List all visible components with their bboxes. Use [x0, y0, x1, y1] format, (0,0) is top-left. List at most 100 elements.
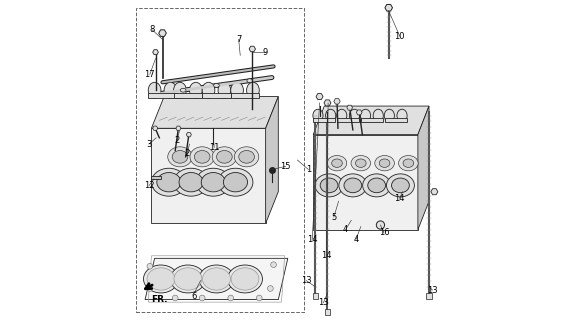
Ellipse shape	[203, 268, 230, 290]
Polygon shape	[313, 135, 418, 230]
Ellipse shape	[386, 174, 414, 197]
Ellipse shape	[201, 172, 225, 192]
Text: 17: 17	[144, 70, 155, 79]
Ellipse shape	[190, 147, 214, 167]
Polygon shape	[313, 106, 429, 135]
Ellipse shape	[339, 174, 367, 197]
Ellipse shape	[368, 178, 385, 193]
Circle shape	[257, 295, 262, 301]
Polygon shape	[265, 97, 278, 223]
Ellipse shape	[218, 168, 253, 196]
Ellipse shape	[235, 147, 259, 167]
Polygon shape	[418, 106, 429, 230]
Text: 4: 4	[343, 225, 348, 234]
Polygon shape	[334, 99, 340, 104]
Ellipse shape	[325, 109, 336, 122]
Text: 13: 13	[427, 285, 438, 295]
Bar	[173, 93, 202, 98]
Text: 16: 16	[379, 228, 389, 237]
Ellipse shape	[320, 178, 338, 193]
Polygon shape	[324, 100, 331, 106]
Text: 4: 4	[353, 235, 359, 244]
Text: 13: 13	[301, 276, 311, 285]
Ellipse shape	[239, 150, 254, 163]
Ellipse shape	[218, 82, 230, 98]
Polygon shape	[431, 189, 438, 195]
Ellipse shape	[202, 82, 215, 98]
Polygon shape	[347, 105, 353, 110]
Polygon shape	[186, 132, 191, 137]
Ellipse shape	[403, 159, 414, 167]
Text: 15: 15	[281, 162, 291, 171]
Text: 1: 1	[306, 165, 311, 174]
Ellipse shape	[228, 265, 262, 293]
Polygon shape	[385, 4, 392, 11]
Ellipse shape	[351, 156, 371, 171]
Circle shape	[228, 295, 233, 301]
Text: 2: 2	[174, 136, 179, 146]
Text: 12: 12	[144, 181, 154, 190]
Text: 13: 13	[318, 298, 329, 307]
Ellipse shape	[173, 168, 208, 196]
Text: 3: 3	[146, 140, 151, 148]
Polygon shape	[152, 50, 158, 55]
Ellipse shape	[349, 109, 360, 122]
Ellipse shape	[399, 156, 418, 171]
Text: 7: 7	[236, 35, 242, 44]
Ellipse shape	[151, 168, 186, 196]
Circle shape	[147, 263, 152, 269]
Bar	[337, 118, 359, 122]
Ellipse shape	[212, 147, 237, 167]
Bar	[202, 93, 230, 98]
Ellipse shape	[174, 268, 202, 290]
Ellipse shape	[313, 109, 323, 122]
Polygon shape	[249, 46, 255, 52]
Text: 14: 14	[321, 251, 332, 260]
Ellipse shape	[180, 88, 186, 92]
Bar	[136, 8, 304, 312]
Bar	[361, 118, 383, 122]
Bar	[230, 93, 259, 98]
Ellipse shape	[375, 156, 395, 171]
Bar	[313, 293, 318, 299]
Bar	[325, 309, 331, 315]
Ellipse shape	[196, 168, 230, 196]
Polygon shape	[316, 93, 323, 100]
Text: 5: 5	[331, 212, 336, 222]
Text: 14: 14	[394, 194, 404, 203]
Polygon shape	[152, 126, 158, 131]
Text: 11: 11	[209, 143, 219, 152]
Ellipse shape	[214, 84, 219, 87]
Ellipse shape	[147, 268, 175, 290]
Bar	[313, 118, 335, 122]
Text: 9: 9	[263, 48, 268, 57]
Ellipse shape	[397, 109, 407, 122]
Ellipse shape	[363, 174, 391, 197]
Ellipse shape	[231, 268, 259, 290]
Ellipse shape	[356, 159, 366, 167]
Polygon shape	[176, 126, 181, 131]
Ellipse shape	[223, 172, 247, 192]
Ellipse shape	[171, 265, 205, 293]
Text: 10: 10	[395, 32, 405, 41]
Ellipse shape	[190, 82, 202, 98]
Ellipse shape	[332, 159, 342, 167]
Text: 8: 8	[150, 25, 155, 35]
Ellipse shape	[336, 109, 347, 122]
Ellipse shape	[168, 147, 192, 167]
Ellipse shape	[230, 82, 243, 98]
Polygon shape	[151, 97, 278, 128]
Polygon shape	[356, 110, 362, 115]
Circle shape	[268, 286, 273, 291]
Ellipse shape	[217, 150, 232, 163]
Polygon shape	[145, 258, 288, 300]
Ellipse shape	[173, 82, 186, 98]
Ellipse shape	[148, 82, 161, 98]
Bar	[148, 93, 177, 98]
Bar	[426, 293, 432, 299]
Bar	[385, 118, 407, 122]
Circle shape	[172, 295, 178, 301]
Ellipse shape	[379, 159, 390, 167]
Circle shape	[199, 295, 205, 301]
Ellipse shape	[344, 178, 362, 193]
